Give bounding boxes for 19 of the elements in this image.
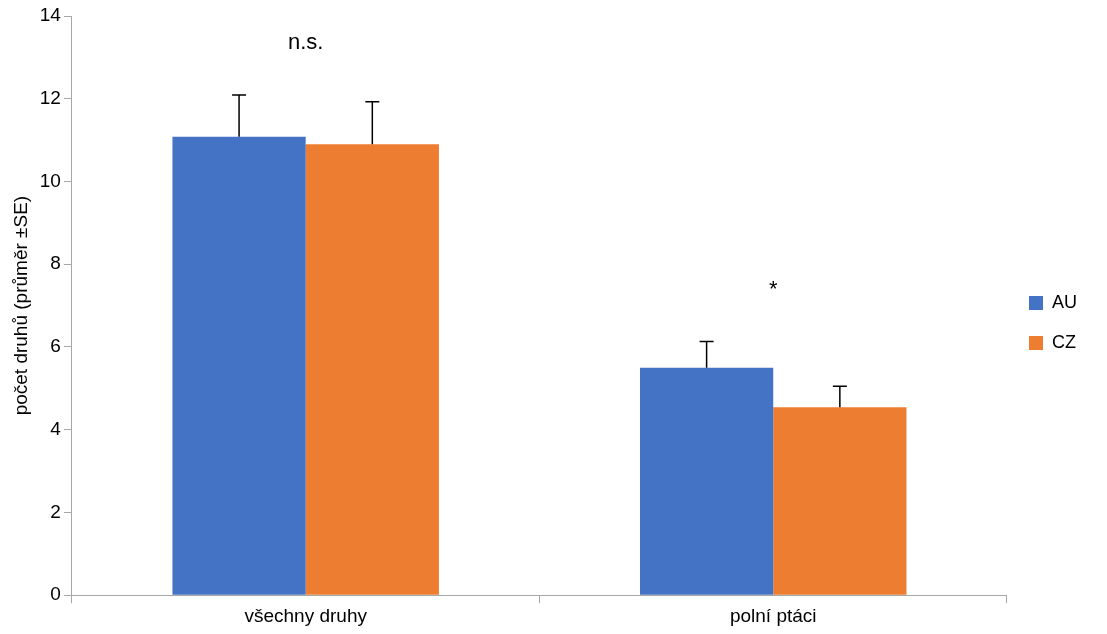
bar — [305, 144, 439, 595]
bar — [773, 407, 907, 595]
legend-label: AU — [1052, 291, 1078, 312]
y-tick-label: 2 — [50, 500, 61, 522]
bar — [172, 136, 306, 595]
y-tick-label: 6 — [50, 335, 61, 357]
y-tick-label: 10 — [39, 169, 61, 191]
annotation: n.s. — [287, 29, 324, 55]
y-tick-label: 14 — [39, 4, 62, 26]
y-tick-label: 12 — [39, 86, 61, 108]
y-tick-label: 4 — [50, 417, 62, 439]
legend-label: CZ — [1052, 331, 1076, 352]
x-tick-label: polní ptáci — [729, 604, 817, 626]
annotation: * — [768, 275, 778, 301]
x-tick-label: všechny druhy — [244, 604, 368, 626]
y-tick-label: 0 — [50, 583, 61, 605]
bar — [639, 367, 774, 595]
y-axis-title: počet druhů (průměr ±SE) — [9, 195, 31, 416]
y-tick-label: 8 — [50, 252, 61, 274]
